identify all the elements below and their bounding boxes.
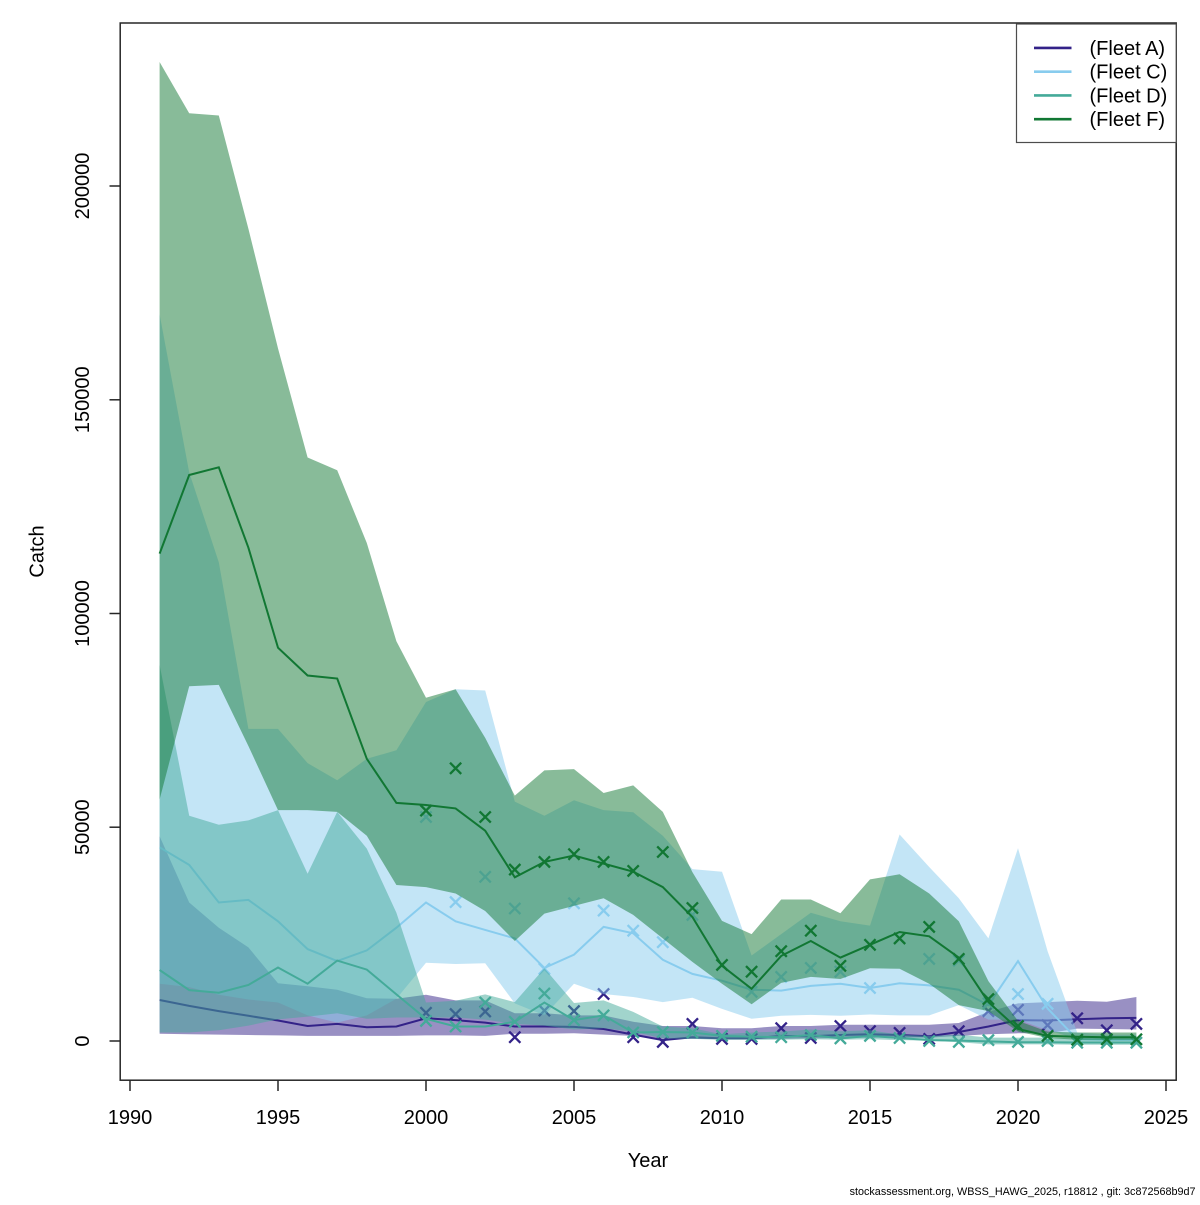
svg-text:100000: 100000 <box>72 580 94 647</box>
svg-text:2025: 2025 <box>1144 1107 1189 1129</box>
svg-text:2000: 2000 <box>404 1107 449 1129</box>
svg-text:1990: 1990 <box>108 1107 153 1129</box>
svg-text:50000: 50000 <box>72 799 94 855</box>
svg-text:(Fleet A): (Fleet A) <box>1090 38 1166 60</box>
svg-text:2020: 2020 <box>996 1107 1041 1129</box>
svg-text:2010: 2010 <box>700 1107 745 1129</box>
svg-text:(Fleet D): (Fleet D) <box>1090 85 1168 107</box>
svg-text:Catch: Catch <box>27 525 49 577</box>
svg-text:(Fleet C): (Fleet C) <box>1090 62 1168 84</box>
svg-text:stockassessment.org, WBSS_HAWG: stockassessment.org, WBSS_HAWG_2025, r18… <box>850 1186 1196 1198</box>
svg-text:2005: 2005 <box>552 1107 597 1129</box>
svg-text:1995: 1995 <box>256 1107 301 1129</box>
svg-text:0: 0 <box>72 1035 94 1046</box>
svg-text:150000: 150000 <box>72 366 94 433</box>
svg-text:200000: 200000 <box>72 153 94 220</box>
svg-text:Year: Year <box>628 1150 669 1172</box>
svg-text:2015: 2015 <box>848 1107 893 1129</box>
svg-text:(Fleet F): (Fleet F) <box>1090 109 1166 131</box>
